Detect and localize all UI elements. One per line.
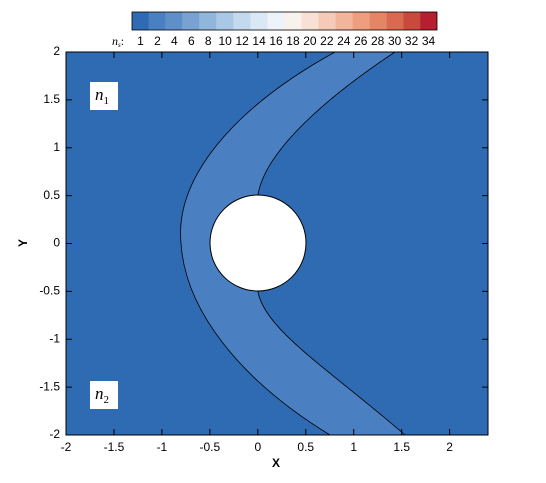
colorbar-swatch — [267, 12, 285, 30]
colorbar-tick-label: 24 — [337, 34, 351, 48]
x-tick-label: 1 — [350, 440, 357, 454]
y-axis-title: Y — [16, 239, 30, 247]
colorbar-swatch — [250, 12, 268, 30]
annotation-box — [90, 381, 118, 409]
colorbar-swatch — [403, 12, 421, 30]
colorbar-tick-label: 20 — [303, 34, 317, 48]
colorbar-tick-label: 10 — [219, 34, 233, 48]
colorbar-tick-label: 12 — [235, 34, 249, 48]
x-tick-label: 2 — [446, 440, 453, 454]
colorbar-swatch — [216, 12, 234, 30]
colorbar-swatch — [132, 12, 149, 30]
x-tick-label: -2 — [61, 440, 72, 454]
colorbar-swatch — [420, 12, 437, 30]
colorbar-tick-label: 1 — [137, 34, 144, 48]
annotation: n1 — [95, 85, 109, 107]
annotation-subscript: 2 — [104, 394, 110, 406]
colorbar-swatch — [165, 12, 183, 30]
colorbar-label-colon: : — [121, 34, 124, 48]
x-tick-label: -0.5 — [200, 440, 221, 454]
y-tick-label: 0 — [53, 236, 60, 250]
colorbar-tick-label: 6 — [188, 34, 195, 48]
colorbar-tick-label: 32 — [405, 34, 419, 48]
annotation-subscript: 1 — [104, 95, 110, 107]
colorbar-label-text: n — [112, 34, 118, 48]
colorbar-label-subscript: s — [118, 41, 121, 49]
colorbar-tick-label: 14 — [252, 34, 266, 48]
colorbar-swatch — [199, 12, 217, 30]
x-axis-title: X — [272, 456, 280, 470]
colorbar-swatch — [284, 12, 302, 30]
colorbar-tick-label: 8 — [205, 34, 212, 48]
y-tick-label: -1.5 — [39, 379, 60, 393]
annotation-text: n — [95, 85, 104, 104]
y-tick-label: -0.5 — [39, 284, 60, 298]
x-tick-label: -1 — [157, 440, 168, 454]
y-tick-label: 1 — [53, 140, 60, 154]
colorbar-frame — [131, 11, 438, 31]
x-tick-label: 1.5 — [393, 440, 410, 454]
colorbar-swatch — [233, 12, 251, 30]
colorbar-swatch — [352, 12, 370, 30]
cylinder — [209, 194, 307, 292]
colorbar-tick-label: 2 — [154, 34, 161, 48]
y-tick-label: 0.5 — [43, 188, 60, 202]
colorbar-swatch — [148, 12, 166, 30]
colorbar-swatch — [301, 12, 319, 30]
x-tick-label: 0 — [254, 440, 261, 454]
x-tick-label: -1.5 — [104, 440, 125, 454]
x-tick-label: 0.5 — [297, 440, 314, 454]
colorbar-tick-label: 16 — [269, 34, 283, 48]
colorbar-tick-label: 22 — [320, 34, 334, 48]
colorbar-label: ns: — [112, 34, 124, 49]
colorbar-tick-label: 18 — [286, 34, 300, 48]
y-tick-label: 1.5 — [43, 92, 60, 106]
colorbar-tick-label: 4 — [171, 34, 178, 48]
colorbar-tick-label: 28 — [371, 34, 385, 48]
annotation-box — [90, 82, 118, 110]
y-tick-label: 2 — [53, 44, 60, 58]
colorbar-swatch — [335, 12, 353, 30]
annotation-text: n — [95, 384, 104, 403]
colorbar-swatch — [386, 12, 404, 30]
y-tick-label: -2 — [49, 427, 60, 441]
annotation: n2 — [95, 384, 109, 406]
colorbar-tick-label: 34 — [422, 34, 436, 48]
colorbar-swatch — [369, 12, 387, 30]
y-tick-label: -1 — [49, 331, 60, 345]
colorbar-tick-label: 30 — [388, 34, 402, 48]
colorbar-swatch — [318, 12, 336, 30]
colorbar-swatch — [182, 12, 200, 30]
colorbar-tick-label: 26 — [354, 34, 368, 48]
